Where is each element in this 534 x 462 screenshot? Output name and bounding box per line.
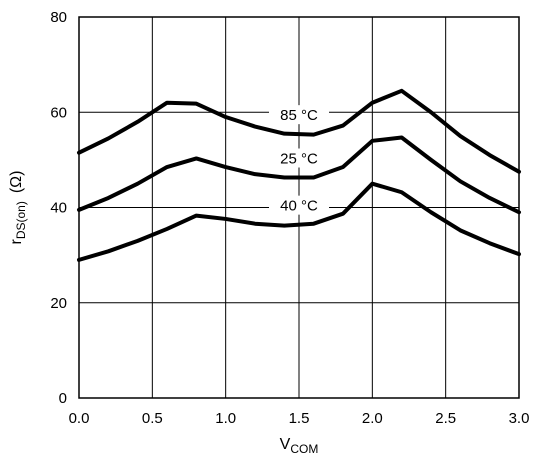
tick-layer: 0.0 0.5 1.0 1.5 2.0 2.5 3.0 0 20 40 60 80 [50,9,529,427]
x-tick-label-0: 0.0 [69,410,90,427]
y-axis-label: rDS(on) (Ω) [8,171,28,245]
plot-frame [78,16,520,399]
x-axis-label-subscript: COM [290,442,318,456]
y-axis-label-unit: (Ω) [8,171,25,194]
y-tick-label-2: 40 [50,200,67,217]
y-tick-label-1: 20 [50,295,67,312]
series-line-2 [77,181,521,262]
series-label-bg-1 [269,148,329,168]
series-line-0 [77,88,521,174]
series-label-bg-0 [269,105,329,125]
y-tick-label-4: 80 [50,9,67,26]
x-tick-label-3: 1.5 [289,410,310,427]
y-tick-label-0: 0 [59,390,67,407]
y-axis-label-subscript: DS(on) [14,201,28,239]
series-layer: 85 °C 25 °C 40 °C [77,88,521,262]
x-axis-label: VCOM [280,436,319,456]
series-line-1 [77,135,521,215]
x-tick-label-2: 1.0 [215,410,236,427]
x-tick-label-6: 3.0 [509,410,530,427]
x-tick-label-5: 2.5 [435,410,456,427]
x-axis-label-main: V [280,436,291,453]
x-tick-label-1: 0.5 [142,410,163,427]
x-tick-label-4: 2.0 [362,410,383,427]
series-label-1: 25 °C [280,150,318,167]
series-label-bg-2 [269,195,329,215]
y-tick-label-3: 60 [50,104,67,121]
y-axis-label-main: r [8,238,25,244]
series-label-0: 85 °C [280,107,318,124]
series-label-2: 40 °C [280,198,318,215]
